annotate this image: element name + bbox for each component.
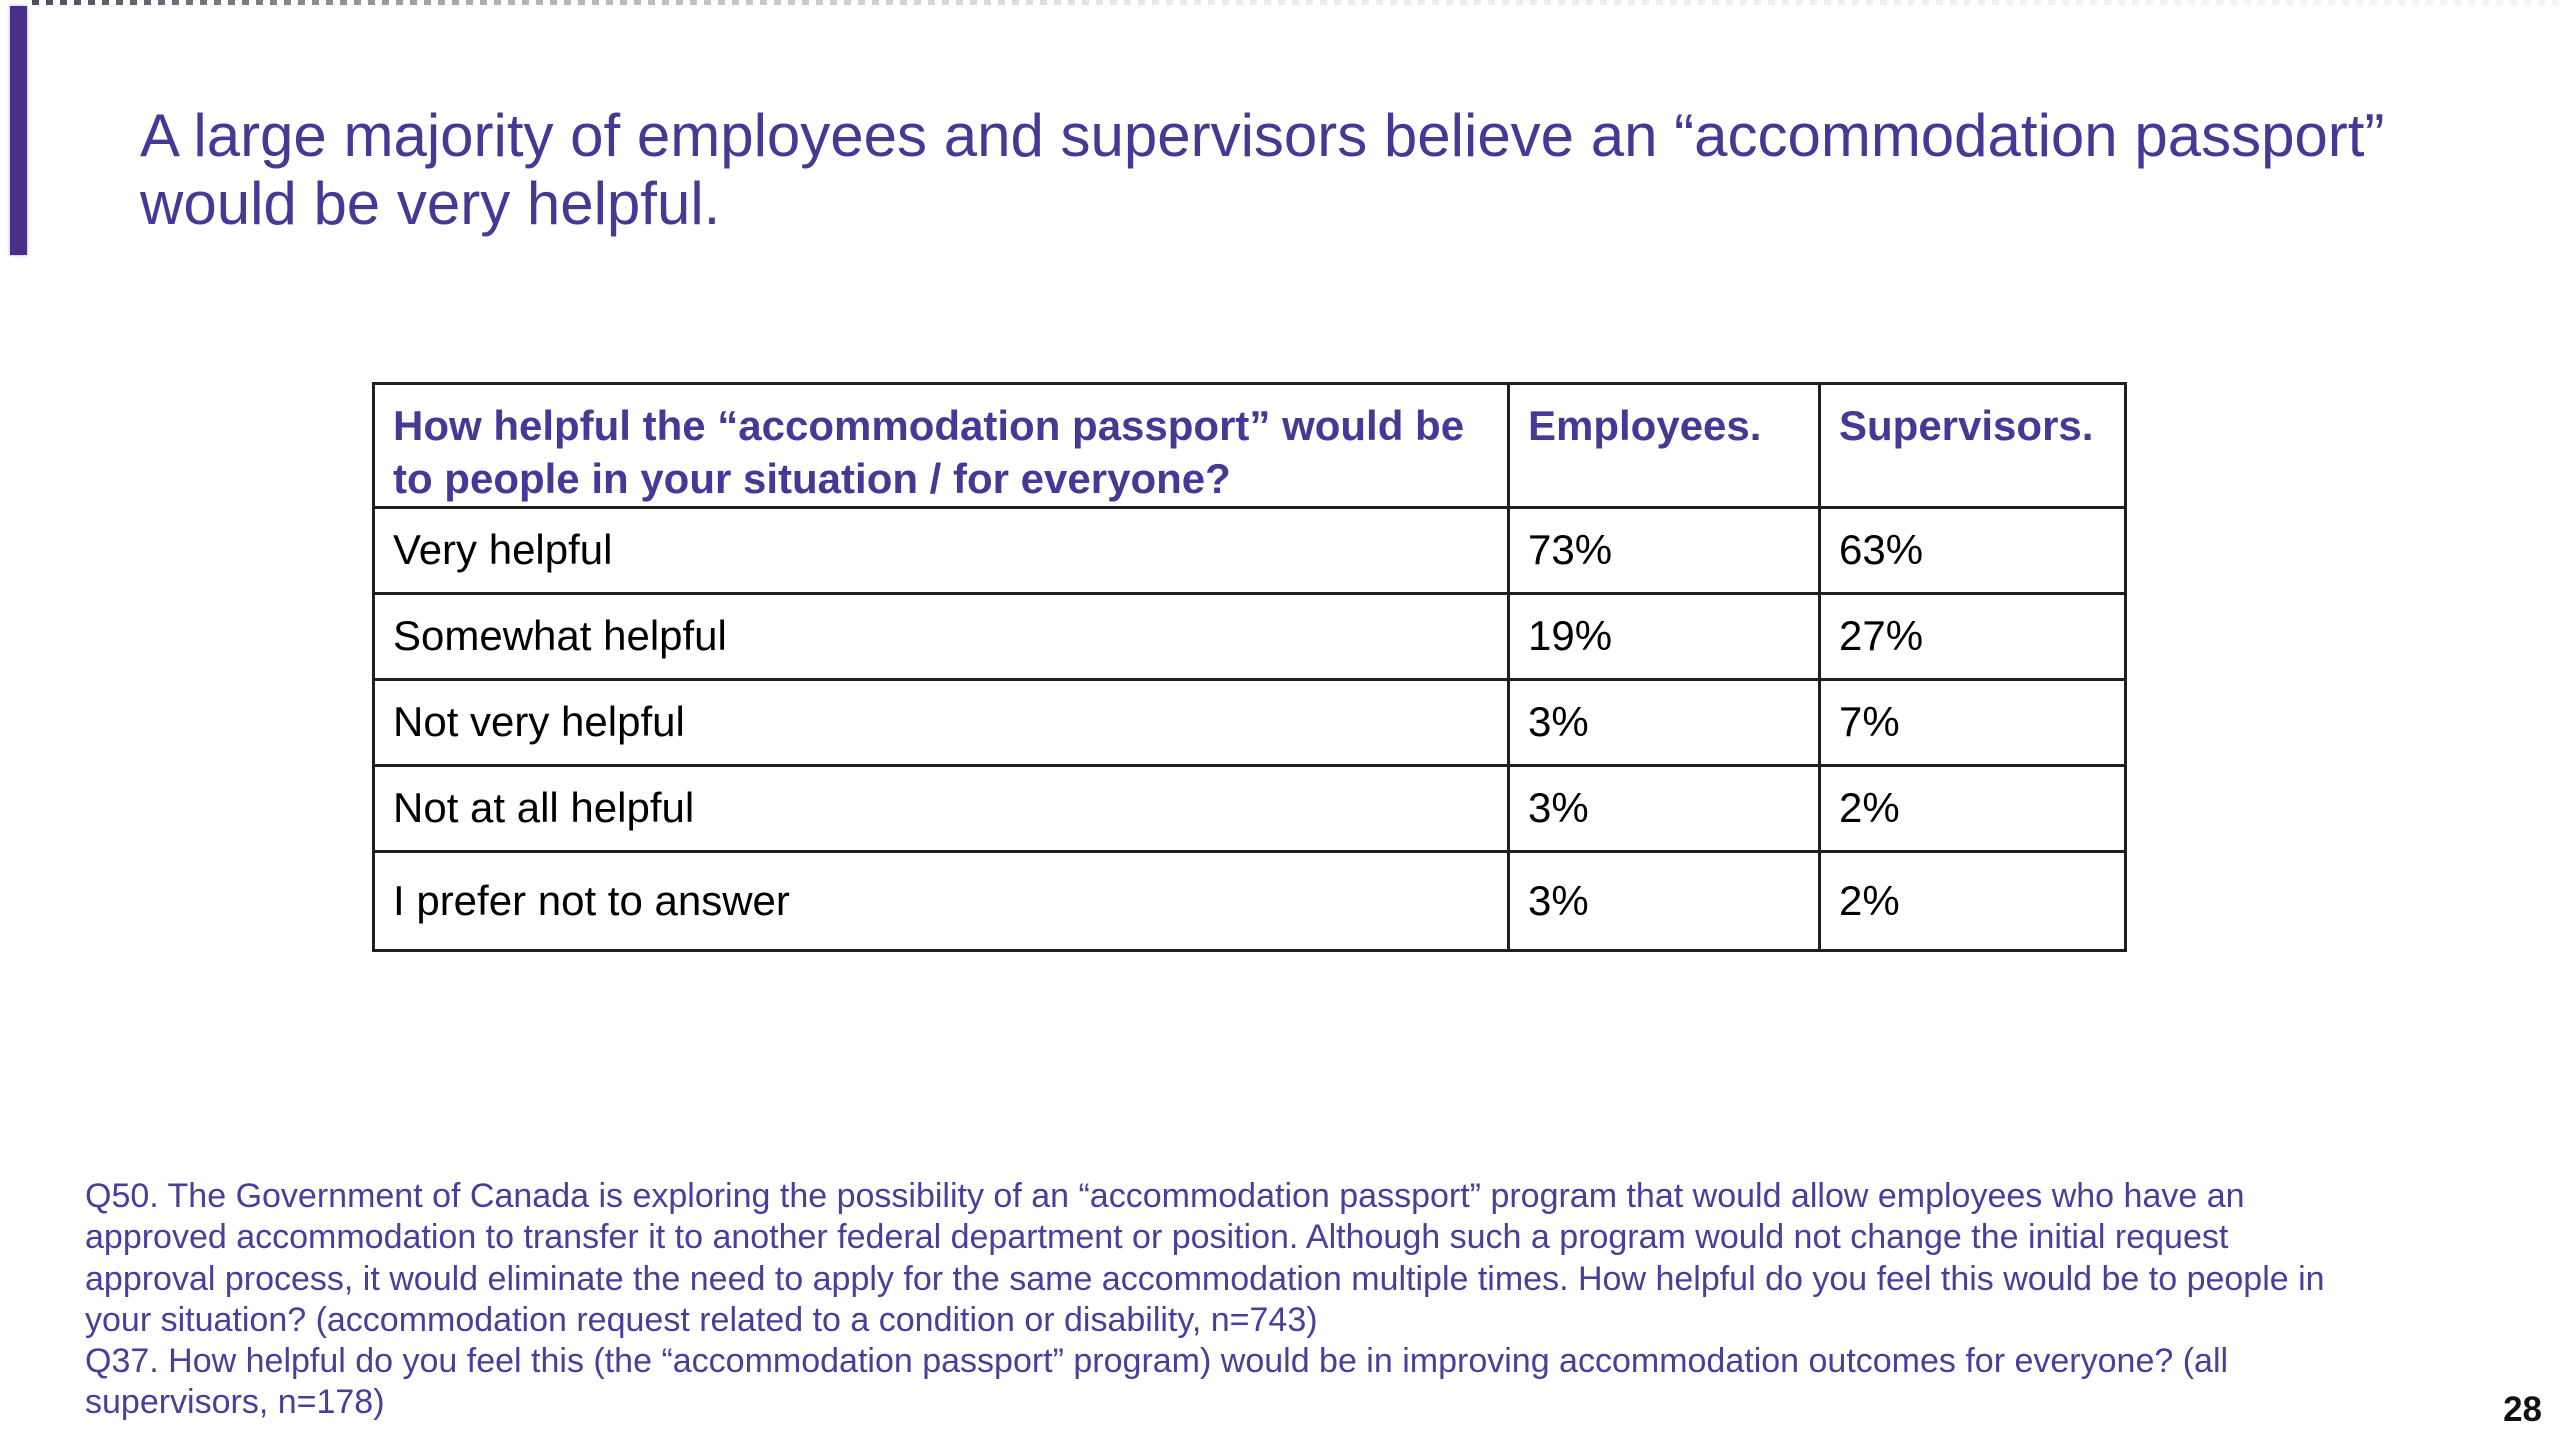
table-row: Very helpful 73% 63% (372, 505, 2127, 595)
header-question-cell: How helpful the “accommodation passport”… (372, 382, 1510, 509)
survey-table: How helpful the “accommodation passport”… (372, 382, 2127, 952)
supervisors-value-cell: 2% (1818, 849, 2127, 952)
footnotes: Q50. The Government of Canada is explori… (85, 1176, 2375, 1424)
slide-title: A large majority of employees and superv… (140, 102, 2385, 238)
table-row: I prefer not to answer 3% 2% (372, 849, 2127, 952)
employees-value-cell: 3% (1507, 849, 1821, 952)
supervisors-value-cell: 63% (1818, 505, 2127, 595)
table-row: Not at all helpful 3% 2% (372, 763, 2127, 853)
header-employees-cell: Employees. (1507, 382, 1821, 509)
supervisors-value-cell: 27% (1818, 591, 2127, 681)
accent-bar (10, 6, 27, 255)
employees-value-cell: 19% (1507, 591, 1821, 681)
footnote-q37: Q37. How helpful do you feel this (the “… (85, 1342, 2229, 1422)
employees-value-cell: 3% (1507, 677, 1821, 767)
employees-value-cell: 3% (1507, 763, 1821, 853)
table-row: Somewhat helpful 19% 27% (372, 591, 2127, 681)
table-row: Not very helpful 3% 7% (372, 677, 2127, 767)
page-number: 28 (2503, 1390, 2542, 1429)
row-label-cell: Very helpful (372, 505, 1510, 595)
footnote-q50: Q50. The Government of Canada is explori… (85, 1177, 2325, 1339)
top-dashed-border (32, 0, 2560, 5)
row-label-cell: Not very helpful (372, 677, 1510, 767)
row-label-cell: Somewhat helpful (372, 591, 1510, 681)
row-label-cell: I prefer not to answer (372, 849, 1510, 952)
header-supervisors-cell: Supervisors. (1818, 382, 2127, 509)
employees-value-cell: 73% (1507, 505, 1821, 595)
row-label-cell: Not at all helpful (372, 763, 1510, 853)
supervisors-value-cell: 2% (1818, 763, 2127, 853)
supervisors-value-cell: 7% (1818, 677, 2127, 767)
table-header-row: How helpful the “accommodation passport”… (372, 382, 2127, 509)
